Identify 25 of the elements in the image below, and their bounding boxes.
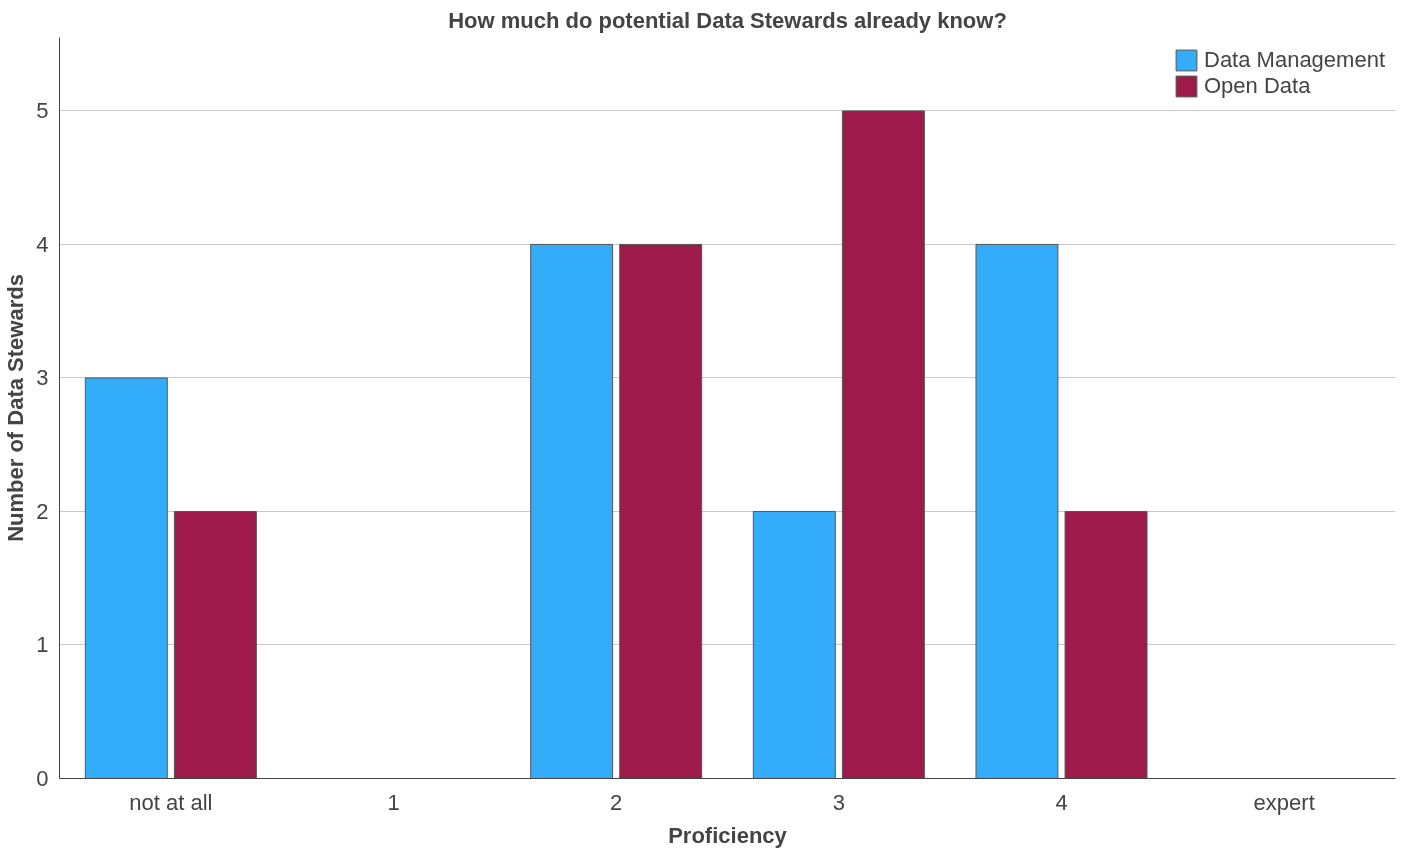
y-tick-label: 1 bbox=[36, 632, 49, 658]
x-tick-label: 1 bbox=[387, 789, 400, 815]
y-tick-label: 0 bbox=[36, 766, 49, 791]
bar bbox=[752, 510, 836, 779]
x-tick-label: 4 bbox=[1055, 789, 1068, 815]
y-tick-label: 3 bbox=[36, 365, 49, 391]
bar bbox=[1064, 510, 1148, 779]
legend-label: Data Management bbox=[1204, 47, 1385, 73]
x-tick-label: 3 bbox=[832, 789, 845, 815]
y-tick-label: 4 bbox=[36, 231, 49, 257]
x-tick-label: not at all bbox=[129, 789, 213, 815]
y-tick-label: 5 bbox=[36, 98, 49, 124]
x-tick-label: expert bbox=[1253, 789, 1315, 815]
x-tick-label: 2 bbox=[610, 789, 623, 815]
bar bbox=[84, 377, 168, 779]
bar bbox=[841, 110, 925, 779]
x-axis-title: Proficiency bbox=[668, 822, 788, 848]
bar bbox=[619, 243, 703, 779]
legend-label: Open Data bbox=[1204, 73, 1311, 99]
bar bbox=[530, 243, 614, 779]
chart-title: How much do potential Data Stewards already know? bbox=[448, 7, 1007, 33]
y-axis-title: Number of Data Stewards bbox=[3, 274, 29, 542]
bar bbox=[173, 510, 257, 779]
bar bbox=[975, 243, 1059, 779]
y-tick-label: 2 bbox=[36, 498, 49, 524]
